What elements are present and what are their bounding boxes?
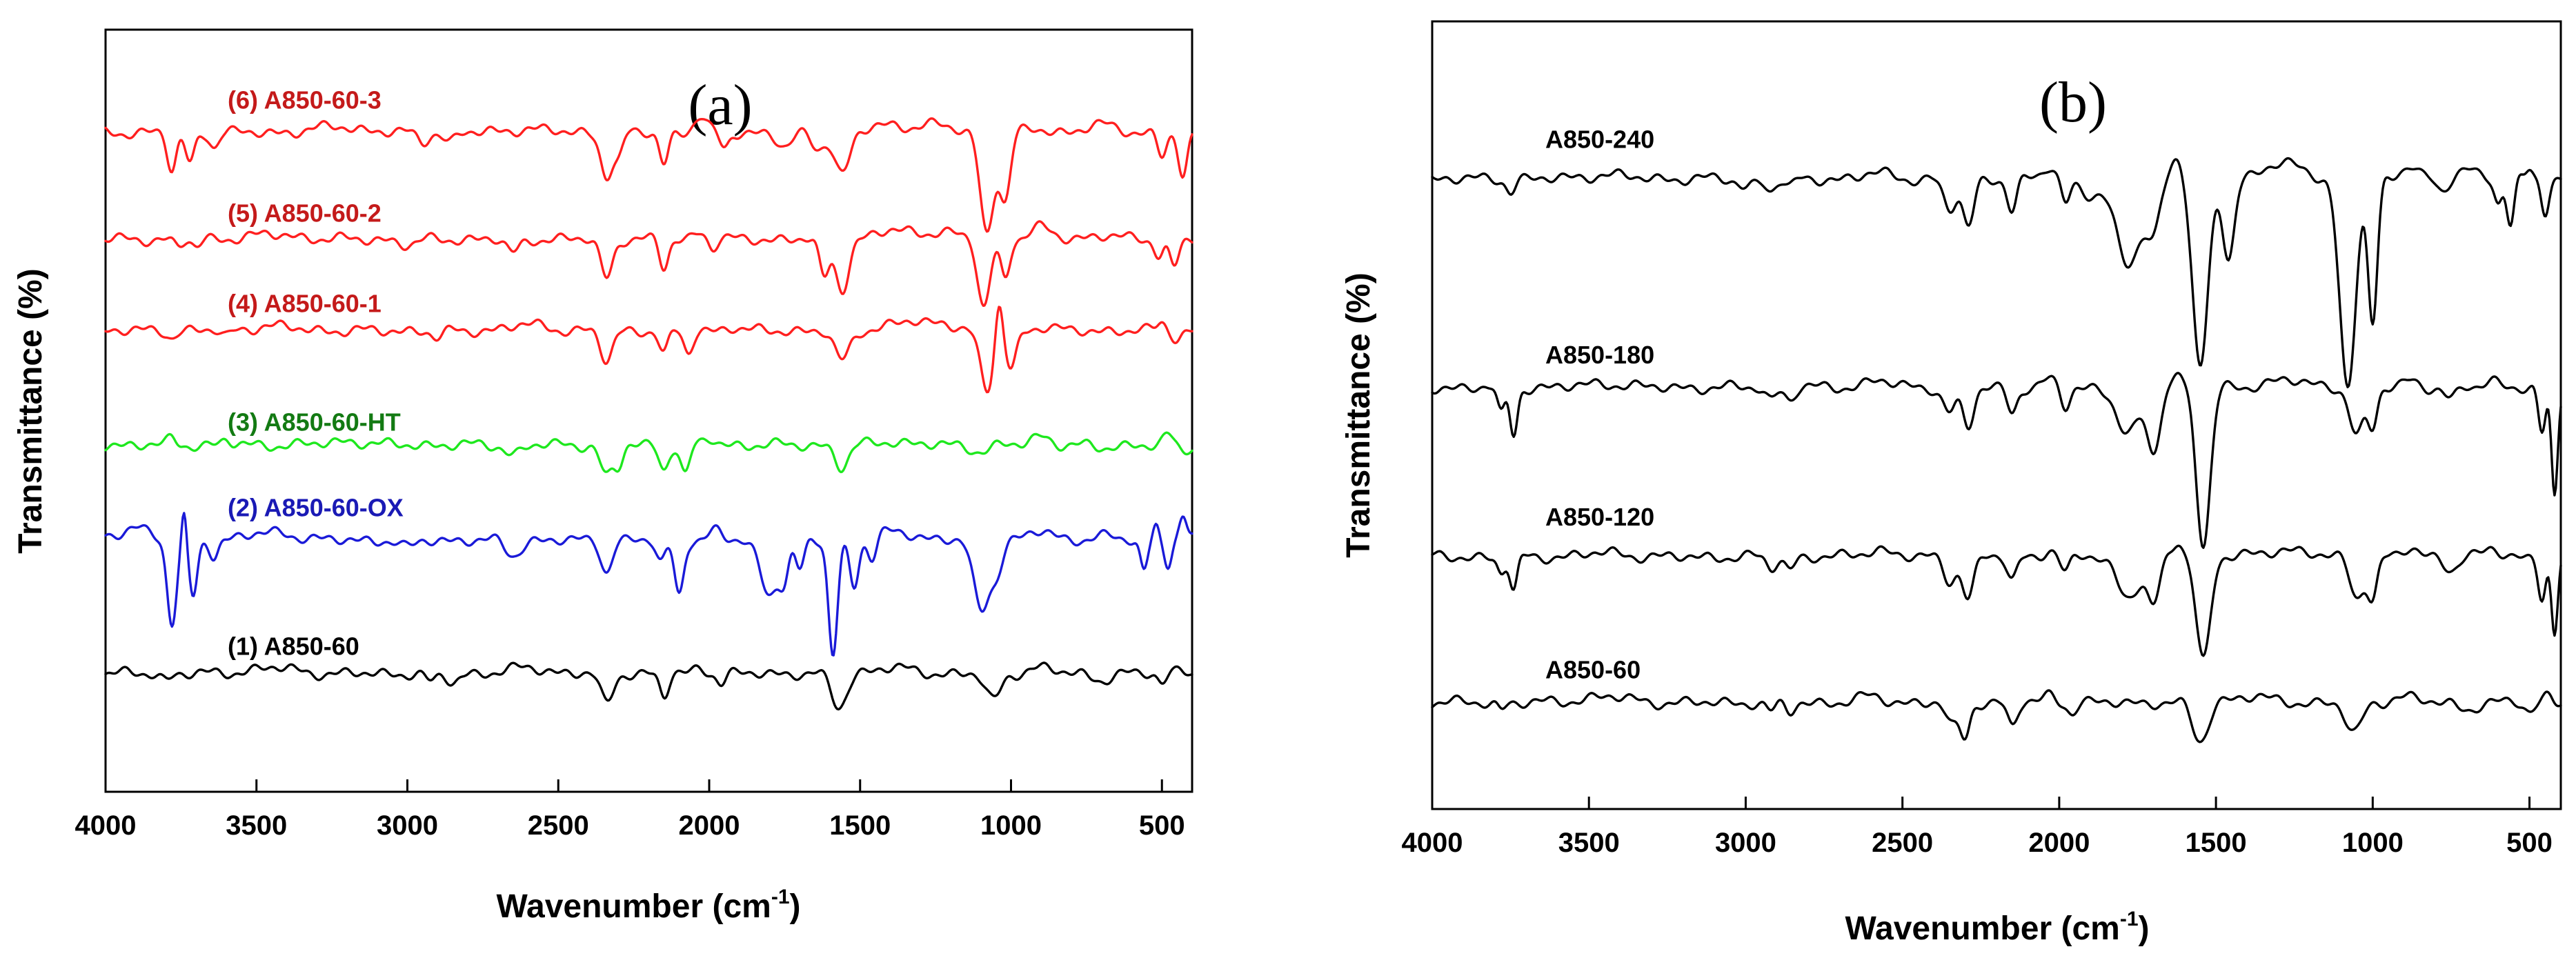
- series-line: [104, 220, 1193, 307]
- panel-a-x-tick-label: 3000: [377, 810, 438, 841]
- panel-a-x-tick-label: 1000: [980, 810, 1042, 841]
- panel-b-x-tick-label: 4000: [1402, 828, 1463, 858]
- panel-a-x-axis-title-end: ): [790, 888, 801, 925]
- series-label: (6) A850-60-3: [228, 86, 382, 114]
- series-label: A850-180: [1545, 341, 1654, 369]
- panel-b-label: (b): [2039, 70, 2107, 134]
- panel-b-x-axis-title-end: ): [2139, 910, 2150, 947]
- panel-a-series-labels: (6) A850-60-3 (5) A850-60-2 (4) A850-60-1 (…: [228, 86, 404, 660]
- panel-a-x-tick-label: 2000: [679, 810, 740, 841]
- panel-b-series: [1431, 157, 2562, 744]
- series-label: A850-120: [1545, 503, 1654, 531]
- series-line: [1431, 689, 2562, 744]
- panel-a-plot-frame: [104, 28, 1193, 793]
- panel-b-series-labels: A850-240 A850-180 A850-120 A850-60: [1545, 126, 1654, 684]
- panel-a-x-tick-label: 500: [1139, 810, 1185, 841]
- panel-b-x-tick-label: 1500: [2186, 828, 2247, 858]
- series-label: (5) A850-60-2: [228, 199, 382, 227]
- series-line: [104, 512, 1193, 657]
- series-line: [1431, 372, 2562, 549]
- panel-b-x-tick-label: 2000: [2028, 828, 2090, 858]
- series-line: [104, 661, 1193, 711]
- panel-b-y-axis-title: Transmittance (%): [1340, 272, 1377, 557]
- series-label: (4) A850-60-1: [228, 289, 382, 317]
- panel-a-x-tick-label: 3500: [226, 810, 287, 841]
- panel-b-x-tick-label: 1000: [2342, 828, 2404, 858]
- series-line: [104, 431, 1193, 474]
- panel-b-x-axis-title-sup: -1: [2120, 908, 2139, 930]
- panel-a-x-ticks: 4000 3500 3000 2500 2000 1500 1000 500: [75, 779, 1185, 841]
- panel-a-label: (a): [688, 73, 752, 137]
- panel-a-x-axis-title: Wavenumber (cm-1): [497, 886, 801, 925]
- panel-a: (a) 4000 3500 3000 2500 2000 1500 1000 500 (6) …: [12, 28, 1193, 925]
- series-label: A850-240: [1545, 126, 1654, 154]
- panel-b-x-tick-label: 2500: [1872, 828, 1933, 858]
- panel-b-x-axis-title-main: Wavenumber (cm: [1845, 910, 2120, 947]
- series-label: (2) A850-60-OX: [228, 493, 404, 521]
- panel-b: (b) 4000 3500 3000 2500 2000 1500 1000 500 A850…: [1340, 20, 2562, 947]
- series-label: A850-60: [1545, 655, 1641, 683]
- panel-b-x-axis-title: Wavenumber (cm-1): [1845, 908, 2150, 947]
- panel-a-y-axis-title: Transmittance (%): [12, 268, 49, 553]
- panel-b-x-tick-label: 3500: [1558, 828, 1620, 858]
- series-line: [104, 306, 1193, 394]
- series-line: [104, 117, 1193, 233]
- panel-a-x-tick-label: 4000: [75, 810, 137, 841]
- panel-b-x-tick-label: 3000: [1715, 828, 1776, 858]
- panel-a-x-tick-label: 2500: [528, 810, 589, 841]
- panel-b-x-ticks: 4000 3500 3000 2500 2000 1500 1000 500: [1402, 797, 2553, 858]
- panel-b-x-tick-label: 500: [2506, 828, 2553, 858]
- panel-a-series: [104, 117, 1193, 711]
- panel-a-x-tick-label: 1500: [829, 810, 891, 841]
- series-label: (3) A850-60-HT: [228, 408, 401, 437]
- panel-a-x-axis-title-sup: -1: [771, 886, 790, 908]
- series-line: [1431, 544, 2562, 657]
- series-label: (1) A850-60: [228, 632, 359, 660]
- series-line: [1431, 157, 2562, 388]
- panel-a-x-axis-title-main: Wavenumber (cm: [497, 888, 771, 925]
